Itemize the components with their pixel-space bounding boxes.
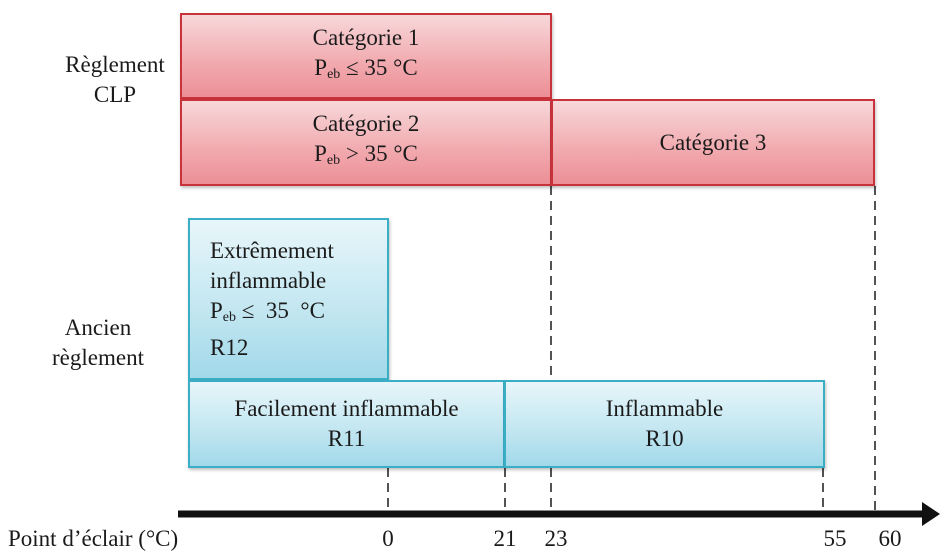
clp-label: Règlement CLP [40,50,190,110]
categorie-3-title: Catégorie 3 [659,129,767,155]
ancien-label-line2: règlement [52,345,144,370]
inflammable-line2: R10 [645,426,684,451]
tick-label-21: 21 [493,526,517,551]
tick-label-0: 0 [382,526,394,551]
ancien-extremement-inflammable: Extrêmement inflammable Peb ≤ 35 °C R12 [188,218,389,380]
clp-label-line2: CLP [93,82,137,107]
extreme-line2: inflammable [210,267,327,293]
extreme-code: R12 [210,334,249,360]
clp-categorie-1: Catégorie 1 Peb ≤ 35 °C [180,13,552,99]
ancien-inflammable: Inflammable R10 [504,380,825,468]
clp-categorie-2: Catégorie 2 Peb > 35 °C [180,99,552,186]
facile-line2: R11 [327,426,366,451]
tick-label-60: 60 [878,526,902,551]
ancien-label-line1: Ancien [64,315,132,340]
extreme-condition: Peb ≤ 35 °C [210,297,325,325]
clp-categorie-3: Catégorie 3 [551,99,875,186]
categorie-1-condition: Peb ≤ 35 °C [314,54,418,82]
axis-label: Point d’éclair (°C) [8,526,179,551]
ancien-label: Ancien règlement [18,313,178,373]
facile-line1: Facilement inflammable [234,396,459,421]
tick-label-23: 23 [544,526,568,551]
categorie-2-condition: Peb > 35 °C [314,141,418,168]
extreme-line1: Extrêmement [210,237,334,263]
axis-arrow-icon [922,502,940,526]
categorie-1-title: Catégorie 1 [312,24,420,50]
ancien-facilement-inflammable: Facilement inflammable R11 [188,380,505,468]
clp-label-line1: Règlement [65,52,165,77]
tick-label-55: 55 [823,526,847,551]
inflammable-line1: Inflammable [605,396,724,421]
categorie-2-title: Catégorie 2 [312,111,420,136]
